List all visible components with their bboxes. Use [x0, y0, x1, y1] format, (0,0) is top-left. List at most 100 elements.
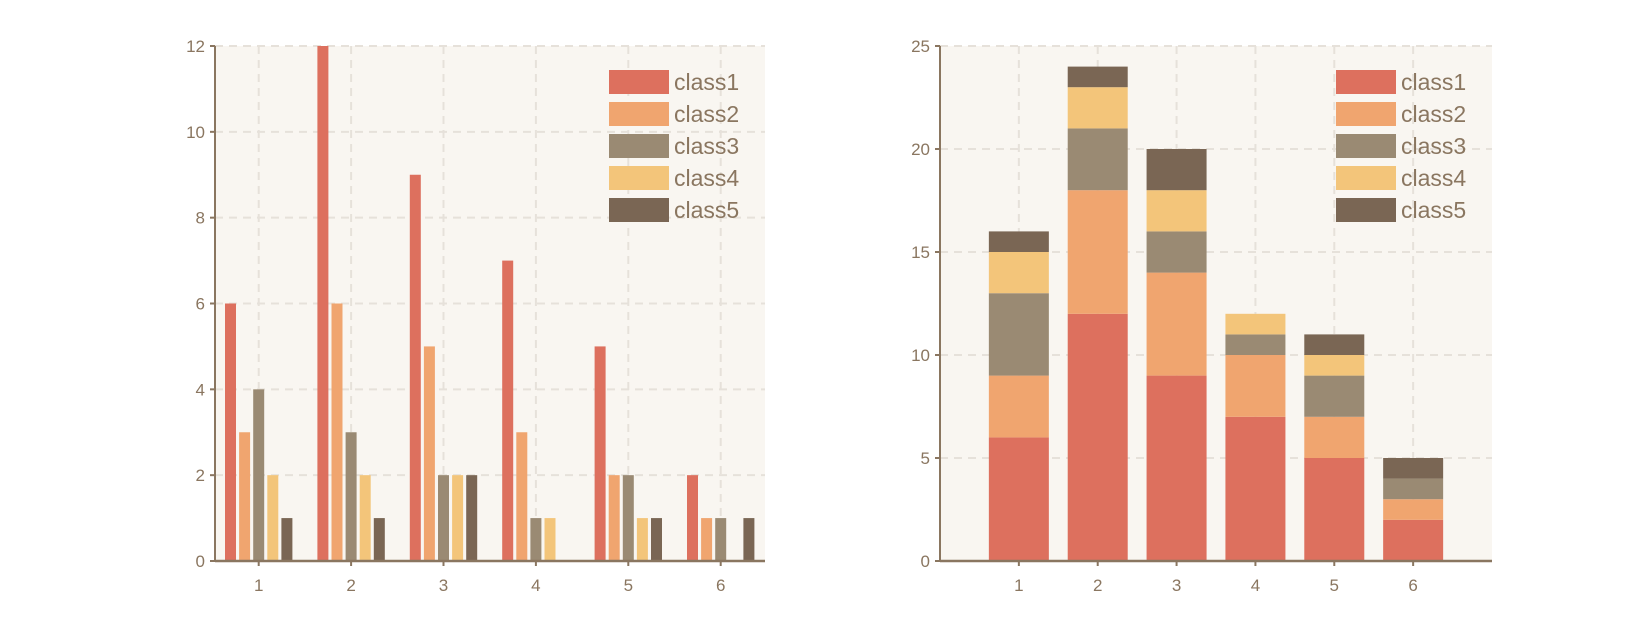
stack-class3-cat1 [988, 293, 1049, 376]
y-tick-label: 0 [196, 552, 205, 571]
bar-class5-cat1 [281, 518, 293, 561]
stack-class4-cat3 [1146, 190, 1207, 232]
x-tick-label: 1 [254, 576, 263, 595]
bar-class3-cat3 [438, 475, 449, 561]
stack-class5-cat6 [1383, 458, 1444, 479]
stack-class3-cat3 [1146, 231, 1207, 273]
bar-class3-cat6 [715, 518, 727, 561]
bar-class5-cat2 [373, 518, 385, 561]
stack-class3-cat5 [1304, 375, 1365, 417]
legend-swatch-class4 [1336, 166, 1396, 190]
bar-class3-cat5 [622, 475, 634, 561]
legend-swatch-class2 [609, 102, 669, 126]
bar-class3-cat2 [345, 432, 357, 561]
y-tick-label: 15 [911, 243, 930, 262]
stack-class2-cat5 [1304, 416, 1365, 458]
stack-class3-cat2 [1067, 128, 1128, 191]
stack-class3-cat4 [1225, 334, 1286, 355]
stack-class1-cat5 [1304, 458, 1365, 561]
bar-class2-cat3 [423, 346, 435, 561]
stack-class1-cat3 [1146, 375, 1207, 561]
stack-class1-cat2 [1067, 313, 1128, 561]
y-tick-label: 8 [196, 209, 205, 228]
legend-label-class5: class5 [1401, 197, 1466, 223]
x-tick-label: 5 [624, 576, 633, 595]
stack-class2-cat3 [1146, 272, 1207, 376]
stack-class4-cat4 [1225, 313, 1286, 335]
x-tick-label: 2 [346, 576, 355, 595]
y-tick-label: 10 [186, 123, 205, 142]
bar-class4-cat4 [544, 518, 556, 561]
x-tick-label: 4 [1251, 576, 1260, 595]
bar-class3-cat4 [530, 518, 542, 561]
bar-class1-cat3 [409, 174, 421, 561]
legend-label-class5: class5 [674, 197, 739, 223]
stack-class4-cat5 [1304, 355, 1365, 376]
x-tick-label: 3 [439, 576, 448, 595]
bar-class2-cat6 [701, 518, 713, 561]
bar-class2-cat2 [331, 303, 343, 561]
y-tick-label: 25 [911, 37, 930, 56]
x-tick-label: 3 [1172, 576, 1181, 595]
bar-class2-cat5 [608, 475, 620, 561]
stacked-bar-chart: 0 5 10 15 20 25 1 2 3 4 5 6 class1 class2 class3 class4… [911, 37, 1492, 595]
bar-class5-cat6 [743, 518, 755, 561]
legend-label-class3: class3 [1401, 133, 1466, 159]
y-tick-label: 0 [921, 552, 930, 571]
x-tick-label: 4 [531, 576, 540, 595]
legend-label-class1: class1 [674, 69, 739, 95]
stack-class5-cat1 [988, 231, 1049, 252]
x-tick-label: 6 [716, 576, 725, 595]
legend-swatch-class3 [1336, 134, 1396, 158]
x-tick-label: 6 [1408, 576, 1417, 595]
bar-class2-cat4 [516, 432, 528, 561]
legend-swatch-class1 [609, 70, 669, 94]
y-tick-label: 12 [186, 37, 205, 56]
stack-class5-cat5 [1304, 334, 1365, 355]
stack-class2-cat2 [1067, 190, 1128, 314]
legend-swatch-class4 [609, 166, 669, 190]
bar-class4-cat1 [267, 475, 279, 561]
y-tick-label: 10 [911, 346, 930, 365]
y-tick-label: 2 [196, 466, 205, 485]
bar-class1-cat6 [687, 475, 698, 561]
stack-class2-cat1 [988, 375, 1049, 438]
stack-class3-cat6 [1383, 478, 1444, 500]
bar-class4-cat2 [359, 475, 371, 561]
stack-class2-cat6 [1383, 499, 1444, 520]
bar-class5-cat3 [466, 475, 478, 561]
bar-class4-cat5 [636, 518, 648, 561]
y-tick-label: 5 [921, 449, 930, 468]
legend-label-class2: class2 [1401, 101, 1466, 127]
legend-swatch-class2 [1336, 102, 1396, 126]
bar-class5-cat5 [651, 518, 662, 561]
legend-swatch-class3 [609, 134, 669, 158]
stack-class1-cat4 [1225, 416, 1286, 561]
legend-swatch-class5 [609, 198, 669, 222]
stack-class4-cat1 [988, 252, 1049, 294]
bar-class1-cat2 [317, 46, 329, 561]
legend-swatch-class1 [1336, 70, 1396, 94]
stack-class4-cat2 [1067, 87, 1128, 129]
y-tick-label: 4 [196, 380, 205, 399]
legend-swatch-class5 [1336, 198, 1396, 222]
bar-class1-cat4 [502, 260, 514, 561]
legend-label-class4: class4 [674, 165, 739, 191]
bar-class1-cat5 [594, 346, 606, 561]
x-tick-label: 2 [1093, 576, 1102, 595]
legend-label-class2: class2 [674, 101, 739, 127]
legend-label-class4: class4 [1401, 165, 1466, 191]
y-tick-label: 6 [196, 295, 205, 314]
x-tick-label: 5 [1330, 576, 1339, 595]
y-tick-label: 20 [911, 140, 930, 159]
stack-class2-cat4 [1225, 355, 1286, 417]
stack-class1-cat1 [988, 437, 1049, 561]
legend-label-class1: class1 [1401, 69, 1466, 95]
bar-class3-cat1 [253, 389, 265, 561]
bar-class1-cat1 [225, 303, 236, 561]
legend-label-class3: class3 [674, 133, 739, 159]
stack-class5-cat3 [1146, 149, 1207, 191]
bar-class2-cat1 [239, 432, 251, 561]
